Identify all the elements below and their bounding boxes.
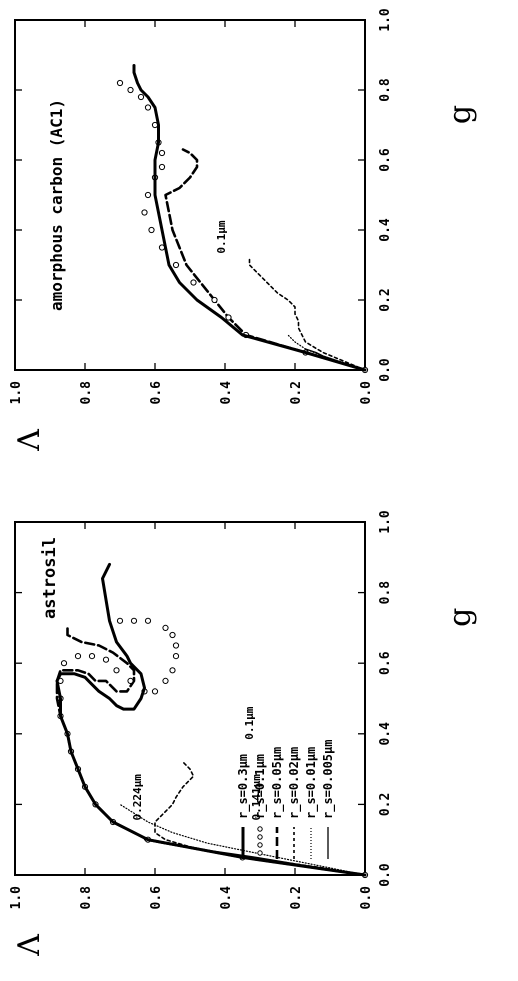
data-point	[113, 667, 120, 674]
x-axis-label: g	[443, 608, 478, 627]
legend-item: r_s=0.005μm	[321, 740, 336, 859]
data-point	[116, 79, 124, 87]
g-tick-label: 0.6	[378, 148, 393, 172]
legend-item: r_s=0.05μm	[270, 747, 285, 859]
legend-label: r_s=0.005μm	[321, 740, 336, 819]
lambda-tick-label: 0.2	[289, 381, 304, 404]
data-point	[211, 296, 218, 304]
data-point	[102, 656, 110, 663]
chart-title: astrosil	[40, 537, 60, 619]
g-tick-label: 0.2	[378, 793, 393, 816]
lambda-tick-label: 0.8	[79, 886, 94, 910]
g-tick-label: 0.2	[378, 288, 393, 311]
legend-label: r_s=0.02μm	[287, 747, 302, 819]
chart-title: amorphous carbon (AC1)	[47, 99, 66, 311]
data-point	[60, 660, 68, 667]
data-point	[127, 677, 134, 685]
lambda-tick-label: 0.2	[289, 886, 304, 909]
legend-item: r_s=0.02μm	[287, 747, 302, 859]
series-r-s-0-05-m	[55, 626, 367, 877]
g-tick-label: 0.6	[378, 651, 393, 675]
data-point	[148, 226, 155, 234]
data-point	[169, 631, 176, 639]
lambda-tick-label: 0.6	[149, 886, 164, 910]
data-point	[158, 149, 166, 157]
data-point	[162, 624, 169, 632]
lambda-tick-label: 1.0	[9, 381, 24, 405]
y-axis-label: Λ	[12, 429, 47, 452]
data-point	[162, 677, 169, 685]
plot-frame	[14, 19, 366, 371]
data-point	[127, 86, 134, 94]
legend-swatch	[257, 834, 263, 840]
legend-swatch	[257, 842, 263, 848]
series-r-s-0-3-m	[55, 562, 367, 877]
g-tick-label: 1.0	[378, 510, 393, 534]
series-line	[119, 803, 366, 876]
series-dashed-long	[164, 148, 367, 372]
data-point	[137, 93, 145, 101]
lambda-tick-label: 0.4	[219, 886, 234, 910]
data-point	[151, 688, 159, 695]
data-point	[88, 653, 96, 660]
series-line	[132, 64, 367, 372]
x-axis-label: g	[443, 105, 478, 124]
data-point	[190, 279, 197, 286]
annotation: 0.1μm	[215, 220, 228, 253]
g-tick-label: 0.4	[378, 218, 393, 242]
legend-swatch	[257, 850, 263, 856]
y-axis-label: Λ	[12, 934, 47, 957]
legend-item: r_s=0.1μm	[253, 754, 268, 856]
legend-item: r_s=0.01μm	[304, 747, 319, 859]
legend-label: r_s=0.01μm	[304, 747, 319, 819]
lambda-tick-label: 1.0	[9, 886, 24, 910]
annotation: 0.224μm	[131, 774, 144, 821]
legend-label: r_s=0.3μm	[236, 754, 251, 819]
lambda-tick-label: 0.8	[79, 381, 94, 405]
data-point	[158, 163, 166, 171]
series-circles	[116, 79, 369, 374]
data-point	[225, 314, 232, 321]
series-line	[164, 148, 367, 372]
series-r-s-0-01-m	[119, 803, 366, 876]
data-point	[172, 653, 180, 660]
data-point	[144, 617, 152, 624]
annotation: 0.141μm	[250, 774, 263, 821]
data-point	[144, 191, 152, 199]
g-tick-label: 0.8	[378, 581, 393, 605]
legend-label: r_s=0.05μm	[270, 747, 285, 819]
g-tick-label: 0.8	[378, 78, 393, 102]
lambda-tick-label: 0.0	[359, 886, 374, 910]
series-line	[55, 626, 367, 877]
data-point	[141, 209, 148, 216]
g-tick-label: 0.0	[378, 358, 393, 382]
legend-label: r_s=0.1μm	[253, 754, 268, 819]
lambda-tick-label: 0.6	[149, 381, 164, 405]
panel-astrosil: 0.0 0.2 0.4 0.6 0.8 1.0 0.0 0.2 0.4 0.6 0.8 1.0 Λg 0.…	[9, 510, 478, 957]
data-point	[172, 642, 180, 649]
data-point	[172, 261, 180, 269]
legend-item: r_s=0.3μm	[236, 754, 251, 859]
panel-amorphous-carbon: 0.0 0.2 0.4 0.6 0.8 1.0 0.0 0.2 0.4 0.6 0.8 1.0 Λg 0.…	[9, 8, 478, 452]
lambda-tick-label: 0.0	[359, 381, 374, 405]
series-line	[55, 562, 367, 877]
annotation: 0.1μm	[243, 706, 256, 739]
data-point	[130, 617, 138, 624]
series-solid-thick	[132, 64, 367, 372]
legend-swatch	[257, 826, 263, 832]
series-dashed-short	[248, 257, 366, 371]
g-tick-label: 0.4	[378, 722, 393, 746]
g-tick-label: 0.0	[378, 863, 393, 887]
g-tick-label: 1.0	[378, 8, 393, 32]
data-point	[116, 617, 124, 624]
series-line	[248, 257, 366, 371]
data-point	[169, 667, 176, 674]
lambda-tick-label: 0.4	[219, 381, 234, 405]
data-point	[74, 653, 82, 660]
data-point	[144, 104, 152, 111]
legend: r_s=0.005μmr_s=0.01μmr_s=0.02μmr_s=0.05μ…	[236, 740, 336, 859]
plot-frame	[14, 521, 366, 876]
